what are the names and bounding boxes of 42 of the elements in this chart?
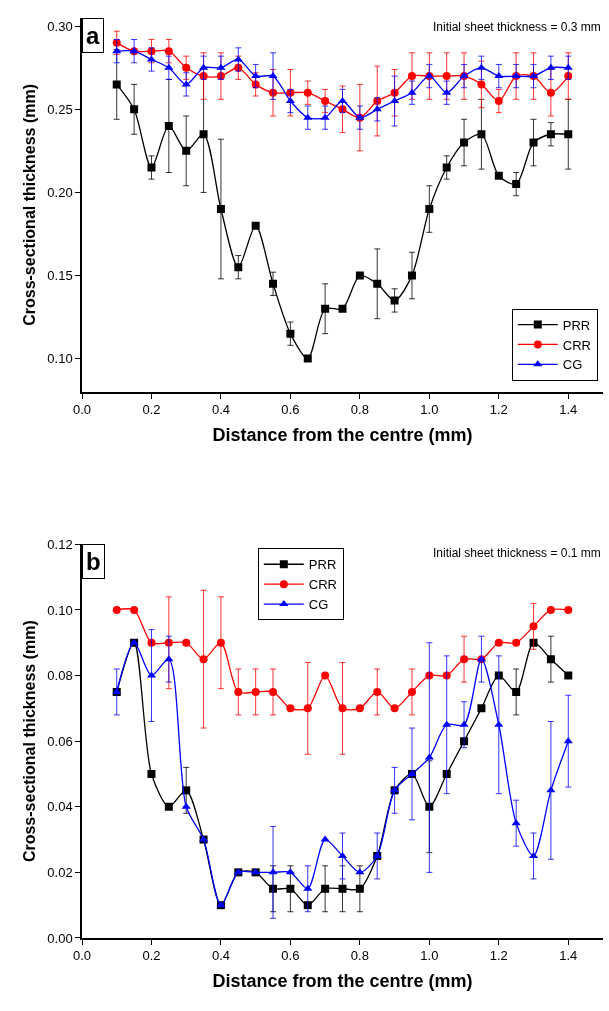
y-tick-label: 0.25: [47, 101, 73, 117]
legend-label: CG: [562, 357, 583, 373]
x-tick-label: 1.0: [420, 948, 439, 964]
x-tick-label: 1.4: [559, 402, 578, 418]
legend-label: CG: [308, 597, 329, 613]
y-tick-label: 0.20: [47, 184, 73, 200]
x-axis-title: Distance from the centre (mm): [212, 970, 473, 991]
y-tick-label: 0.00: [47, 930, 73, 946]
x-tick-label: 0.0: [72, 402, 92, 418]
legend-label: PRR: [308, 557, 337, 573]
y-tick-label: 0.10: [47, 602, 73, 618]
x-tick-label: 0.6: [281, 402, 300, 418]
annotation: Initial sheet thickness = 0.1 mm: [433, 546, 601, 560]
y-axis-title: Cross-sectional thickness (mm): [20, 620, 38, 863]
x-axis-title: Distance from the centre (mm): [212, 424, 473, 445]
y-axis-title: Cross-sectional thickness (mm): [20, 83, 38, 326]
x-tick-label: 0.8: [350, 402, 369, 418]
y-tick-label: 0.04: [47, 799, 73, 815]
legend-label: PRR: [562, 317, 591, 333]
x-tick-label: 1.2: [489, 402, 508, 418]
y-tick-label: 0.08: [47, 668, 73, 684]
x-tick-label: 0.2: [142, 948, 161, 964]
x-tick-label: 0.8: [350, 948, 369, 964]
y-tick-label: 0.06: [47, 733, 73, 749]
y-tick-label: 0.30: [47, 18, 73, 34]
x-tick-label: 1.4: [559, 948, 578, 964]
x-tick-label: 0.4: [211, 402, 230, 418]
y-tick-label: 0.02: [47, 864, 73, 880]
annotation: a: [86, 22, 100, 49]
y-tick-label: 0.12: [47, 536, 73, 552]
y-tick-label: 0.15: [47, 268, 73, 284]
legend-label: CRR: [308, 577, 337, 593]
x-tick-label: 1.2: [489, 948, 508, 964]
x-tick-label: 0.2: [142, 402, 161, 418]
x-tick-label: 1.0: [420, 402, 439, 418]
legend-label: CRR: [562, 337, 591, 353]
annotation: Initial sheet thickness = 0.3 mm: [433, 20, 601, 34]
annotation: b: [86, 548, 101, 575]
x-tick-label: 0.6: [281, 948, 300, 964]
y-tick-label: 0.10: [47, 351, 73, 367]
x-tick-label: 0.0: [72, 948, 92, 964]
x-tick-label: 0.4: [211, 948, 230, 964]
